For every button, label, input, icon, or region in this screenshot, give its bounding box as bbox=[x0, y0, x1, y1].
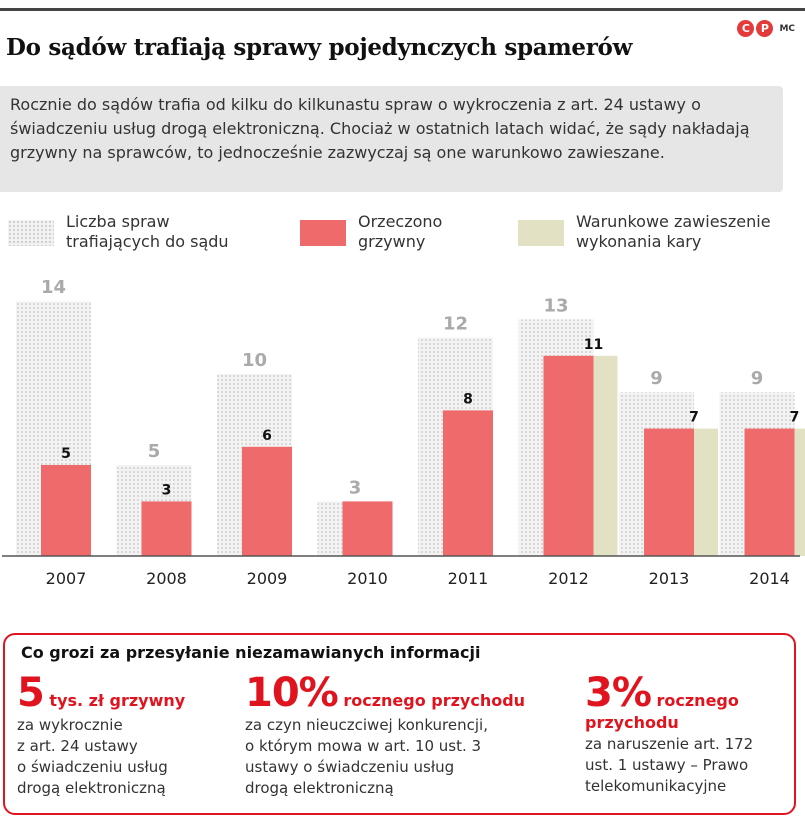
x-tick-label: 2011 bbox=[448, 569, 489, 588]
penalty-desc-line: za naruszenie art. 172 bbox=[585, 735, 754, 753]
penalty-desc-line: za wykrocznie bbox=[17, 716, 123, 734]
penalty-big-value: 5 bbox=[17, 670, 45, 716]
label-total: 9 bbox=[751, 368, 764, 389]
legend-item-suspended: Warunkowe zawieszenie wykonania kary bbox=[518, 212, 771, 252]
bar-chart: 14 5 2007 5 3 2008 10 6 2009 3 2010 12 8 2011 13 11 2012… bbox=[2, 277, 805, 588]
bar-suspended bbox=[593, 355, 618, 556]
author-initials: MC bbox=[779, 23, 795, 34]
label-total: 14 bbox=[41, 277, 66, 298]
penalty-fine: 5 tys. zł grzywny za wykrocznie z art. 2… bbox=[17, 673, 185, 799]
penalty-desc-line: drogą elektroniczną bbox=[17, 779, 166, 797]
legend-swatch-dotted bbox=[8, 220, 54, 246]
bar-fines bbox=[141, 501, 192, 556]
label-fines: 3 bbox=[162, 482, 172, 498]
label-total: 3 bbox=[349, 477, 362, 498]
penalties-box: Co grozi za przesyłanie niezamawianych i… bbox=[3, 633, 796, 815]
label-fines: 7 bbox=[689, 410, 699, 426]
legend: Liczba spraw trafiających do sądu Orzecz… bbox=[0, 212, 805, 262]
legend-swatch-red bbox=[300, 220, 346, 246]
penalty-telecom: 3% rocznego przychodu za naruszenie art.… bbox=[585, 673, 753, 797]
penalty-unit: tys. zł grzywny bbox=[43, 691, 186, 710]
label-total: 13 bbox=[543, 295, 568, 316]
x-tick-label: 2008 bbox=[146, 569, 187, 588]
legend-item-cases: Liczba spraw trafiających do sądu bbox=[8, 212, 229, 252]
label-total: 9 bbox=[650, 368, 663, 389]
top-rule bbox=[0, 8, 805, 11]
publisher-logo: C P MC bbox=[737, 20, 795, 37]
page-title: Do sądów trafiają sprawy pojedynczych sp… bbox=[6, 34, 633, 61]
x-tick-label: 2009 bbox=[247, 569, 288, 588]
logo-p-icon: P bbox=[756, 20, 774, 37]
label-fines: 7 bbox=[790, 410, 800, 426]
legend-label-line2: trafiających do sądu bbox=[66, 232, 229, 251]
bar-suspended bbox=[694, 428, 718, 556]
legend-label-line2: wykonania kary bbox=[576, 232, 702, 251]
logo-c-icon: C bbox=[737, 20, 755, 37]
penalty-desc-line: ust. 1 ustawy – Prawo bbox=[585, 756, 749, 774]
penalty-unit-line2: przychodu bbox=[585, 713, 679, 732]
x-tick-label: 2010 bbox=[347, 569, 388, 588]
label-fines: 5 bbox=[61, 446, 71, 462]
legend-label-line1: Liczba spraw bbox=[66, 212, 170, 231]
x-tick-label: 2012 bbox=[548, 569, 589, 588]
penalty-desc-line: za czyn nieuczciwej konkurencji, bbox=[245, 716, 488, 734]
legend-swatch-beige bbox=[518, 220, 564, 246]
bar-suspended bbox=[794, 428, 805, 556]
penalty-desc-line: telekomunikacyjne bbox=[585, 777, 727, 795]
penalty-desc-line: ustawy o świadczeniu usług bbox=[245, 758, 455, 776]
bar-fines bbox=[744, 428, 795, 556]
penalty-desc-line: z art. 24 ustawy bbox=[17, 737, 138, 755]
x-tick-label: 2014 bbox=[749, 569, 790, 588]
penalty-unit: rocznego bbox=[650, 691, 739, 710]
bar-fines bbox=[242, 446, 292, 556]
legend-label-line1: Warunkowe zawieszenie bbox=[576, 212, 771, 231]
label-fines: 11 bbox=[584, 337, 603, 353]
penalties-title: Co grozi za przesyłanie niezamawianych i… bbox=[21, 643, 481, 662]
label-total: 10 bbox=[242, 350, 267, 371]
label-fines: 8 bbox=[463, 391, 473, 407]
intro-text: Rocznie do sądów trafia od kilku do kilk… bbox=[0, 86, 783, 192]
bar-fines bbox=[644, 428, 694, 556]
label-total: 5 bbox=[148, 441, 161, 462]
penalty-desc-line: o którym mowa w art. 10 ust. 3 bbox=[245, 737, 482, 755]
penalty-desc-line: drogą elektroniczną bbox=[245, 779, 394, 797]
legend-label-line2: grzywny bbox=[358, 232, 426, 251]
legend-label-line1: Orzeczono bbox=[358, 212, 443, 231]
label-total: 12 bbox=[443, 314, 468, 335]
legend-item-fines: Orzeczono grzywny bbox=[300, 212, 442, 252]
penalty-big-value: 10% bbox=[245, 670, 339, 716]
bar-fines bbox=[41, 465, 91, 556]
bar-fines bbox=[342, 501, 393, 556]
penalty-unit: rocznego przychodu bbox=[337, 691, 526, 710]
label-fines: 6 bbox=[262, 428, 272, 444]
penalty-desc-line: o świadczeniu usług bbox=[17, 758, 168, 776]
penalty-big-value: 3% bbox=[585, 670, 652, 716]
penalty-unfair-competition: 10% rocznego przychodu za czyn nieuczciw… bbox=[245, 673, 525, 799]
bar-fines bbox=[543, 355, 594, 556]
bar-fines bbox=[443, 410, 493, 556]
x-tick-label: 2013 bbox=[649, 569, 690, 588]
x-tick-label: 2007 bbox=[46, 569, 87, 588]
